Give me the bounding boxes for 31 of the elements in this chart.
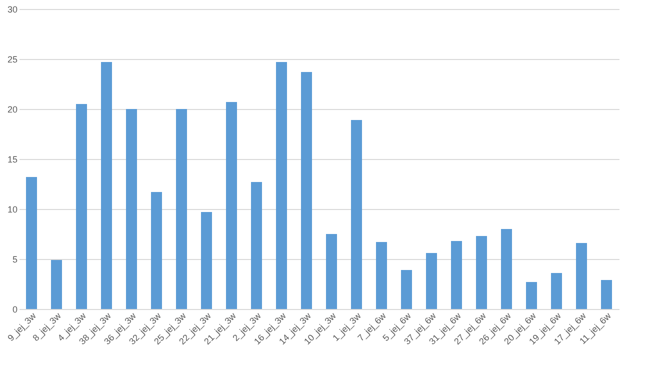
bar <box>26 177 37 309</box>
bar <box>576 243 587 309</box>
bar <box>326 234 337 309</box>
y-tick-label: 25 <box>7 54 18 64</box>
bar <box>76 104 87 309</box>
bar <box>476 236 487 309</box>
y-tick-label: 0 <box>12 304 18 314</box>
bar <box>601 280 612 309</box>
bar <box>301 72 312 309</box>
bar <box>101 62 112 309</box>
y-tick-label: 30 <box>7 4 18 14</box>
bar <box>426 253 437 309</box>
bar <box>276 62 287 309</box>
y-tick-label: 20 <box>7 104 18 114</box>
bar <box>501 229 512 309</box>
bar <box>526 282 537 309</box>
bar <box>51 260 62 309</box>
bar <box>151 192 162 309</box>
bar <box>201 212 212 309</box>
bar <box>376 242 387 309</box>
bar <box>401 270 412 309</box>
bar <box>451 241 462 309</box>
bar <box>351 120 362 309</box>
y-tick-label: 15 <box>7 154 18 164</box>
y-tick-label: 5 <box>12 254 18 264</box>
bar <box>126 109 137 309</box>
bar <box>551 273 562 309</box>
bar <box>176 109 187 309</box>
bar <box>251 182 262 309</box>
bar <box>226 102 237 309</box>
y-tick-label: 10 <box>7 204 18 214</box>
